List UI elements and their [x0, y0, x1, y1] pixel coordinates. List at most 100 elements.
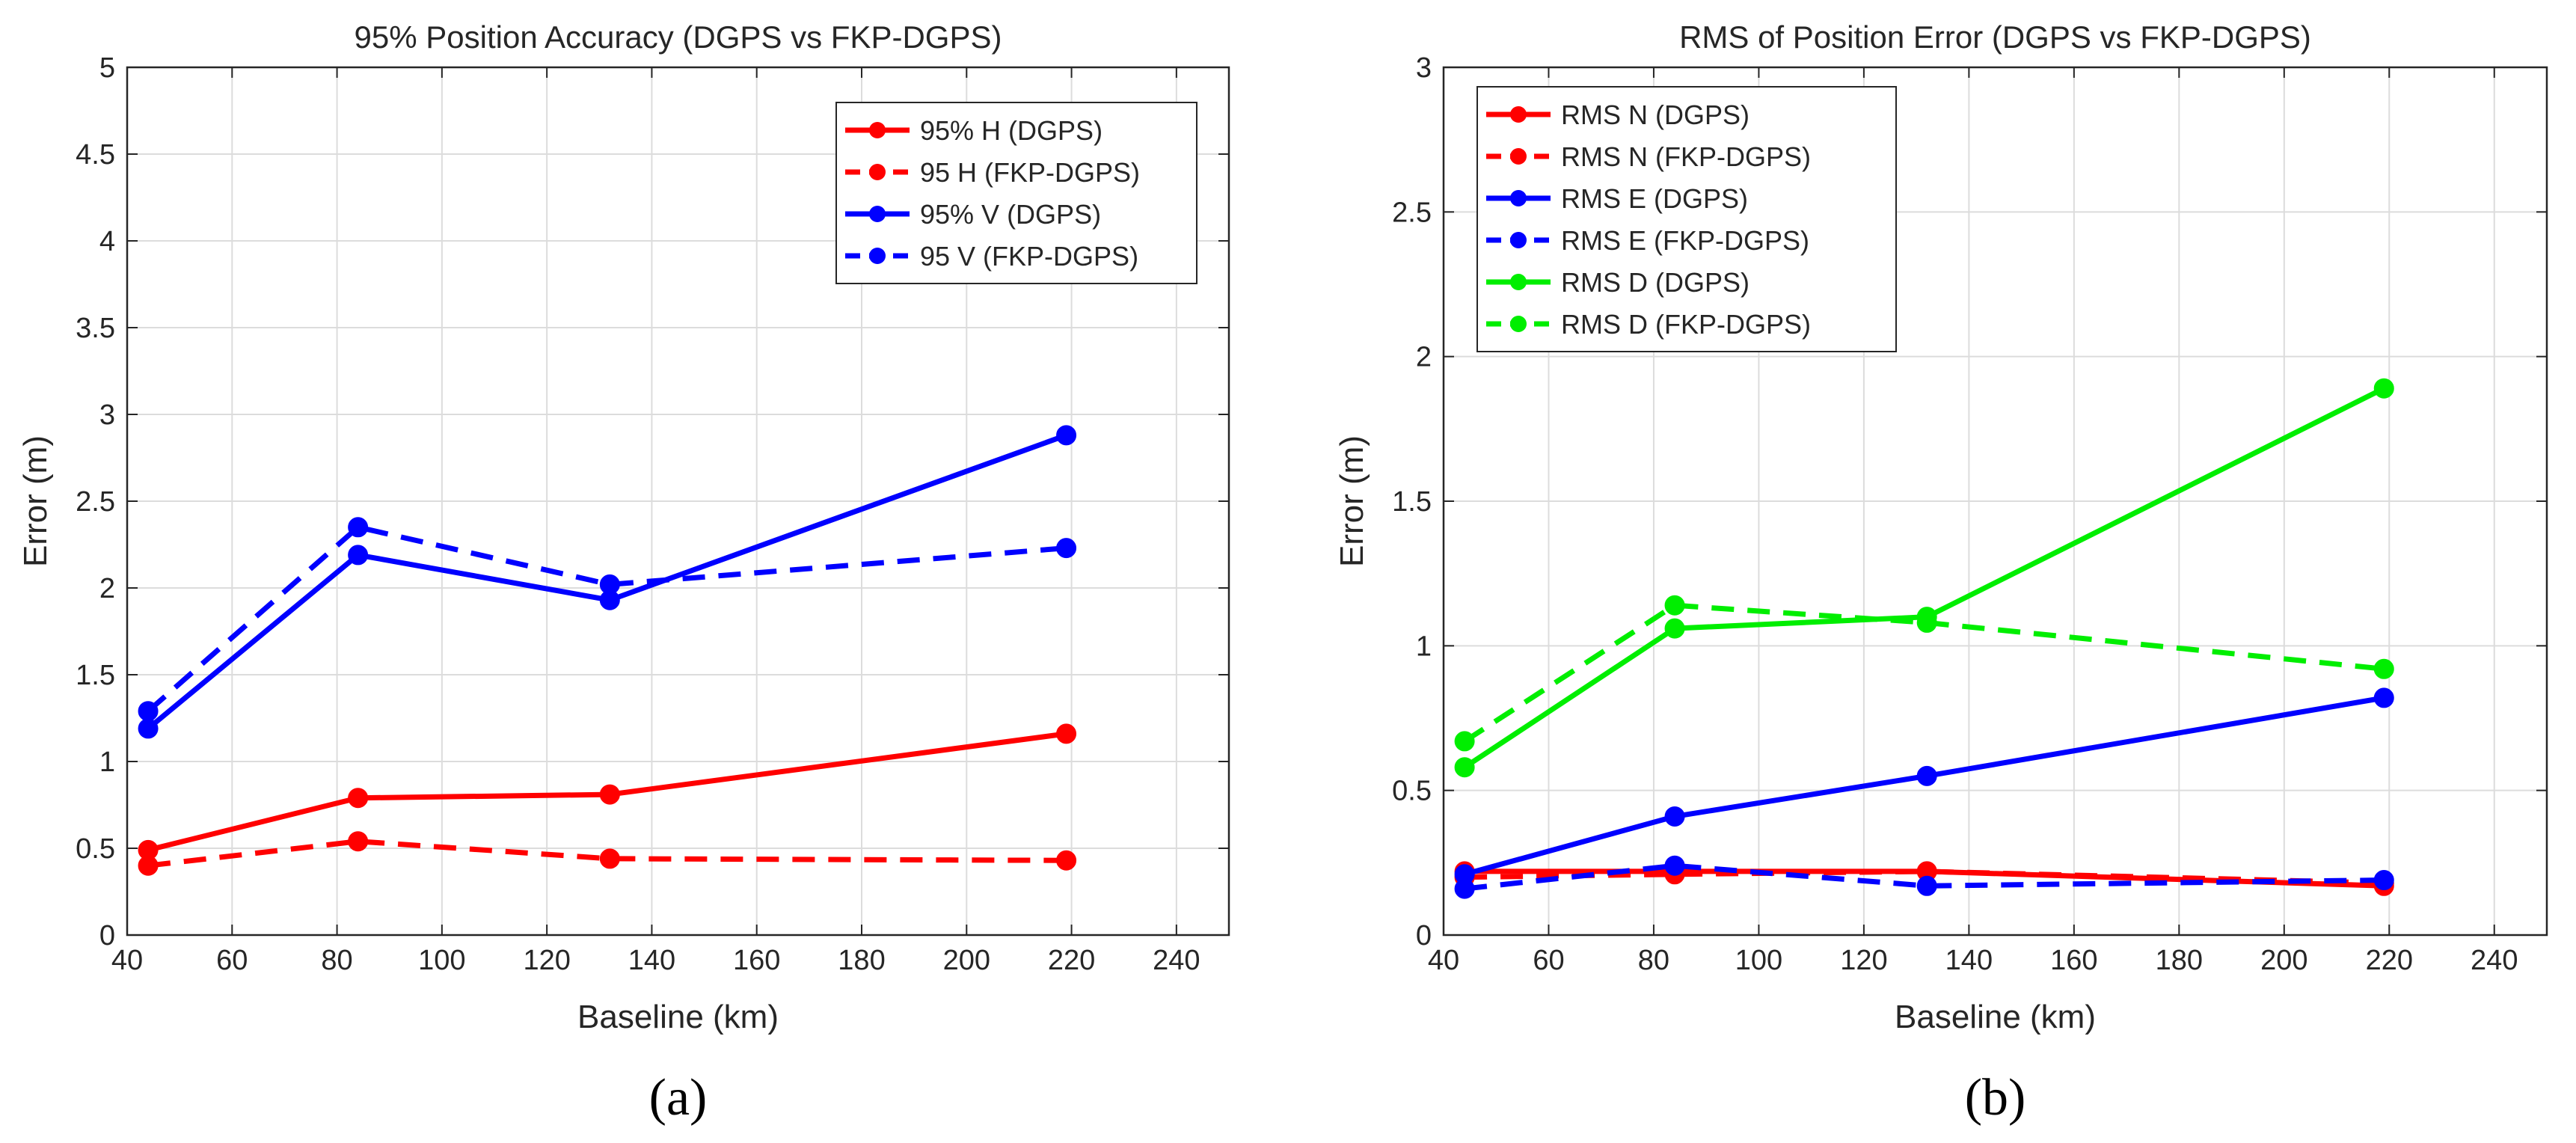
legend-marker [1510, 316, 1527, 332]
data-point [1056, 538, 1077, 559]
data-point [599, 574, 620, 595]
data-point [1916, 612, 1937, 633]
x-axis-label: Baseline (km) [577, 999, 779, 1035]
data-point [138, 718, 159, 739]
y-tick-label: 0.5 [1392, 776, 1432, 807]
x-tick-label: 220 [1048, 945, 1095, 976]
y-tick-label: 4 [99, 226, 115, 257]
x-tick-label: 220 [2366, 945, 2413, 976]
data-point [1056, 723, 1077, 744]
data-point [1454, 878, 1475, 899]
data-point [1454, 731, 1475, 752]
legend-marker [1510, 232, 1527, 248]
series-line-4 [146, 524, 1067, 714]
y-axis-label: Error (m) [1334, 435, 1370, 567]
legend-marker [1510, 106, 1527, 123]
series-line-3 [1464, 695, 2385, 877]
x-tick-label: 160 [733, 945, 780, 976]
series-line-3 [146, 432, 1067, 731]
data-point [1454, 757, 1475, 778]
x-tick-label: 140 [628, 945, 675, 976]
x-axis-label: Baseline (km) [1895, 999, 2096, 1035]
y-tick-label: 1.5 [76, 660, 115, 691]
legend-label-4: RMS E (FKP-DGPS) [1561, 225, 1809, 256]
data-point [348, 788, 369, 809]
legend-label-1: RMS N (DGPS) [1561, 99, 1749, 130]
series-line-2 [147, 839, 1067, 868]
x-tick-label: 160 [2050, 945, 2097, 976]
x-tick-label: 140 [1945, 945, 1993, 976]
data-point [138, 701, 159, 722]
y-tick-label: 0 [1416, 920, 1432, 952]
panel-caption: (b) [1965, 1069, 2026, 1127]
legend-marker [869, 206, 886, 222]
series-line-5 [1463, 386, 2385, 770]
legend-label-4: 95 V (FKP-DGPS) [920, 241, 1138, 272]
legend-label-5: RMS D (DGPS) [1561, 267, 1749, 298]
data-point [1056, 850, 1077, 871]
data-point [1916, 765, 1937, 786]
x-tick-label: 80 [321, 945, 352, 976]
legend-marker [1510, 190, 1527, 206]
y-tick-label: 5 [99, 52, 115, 84]
data-point [348, 517, 369, 538]
y-tick-label: 2 [99, 573, 115, 604]
y-tick-label: 2.5 [76, 486, 115, 518]
y-tick-label: 3 [1416, 52, 1432, 84]
data-point [348, 831, 369, 852]
data-point [1664, 618, 1685, 639]
y-tick-label: 0.5 [76, 833, 115, 865]
x-tick-label: 60 [1533, 945, 1564, 976]
y-tick-label: 4.5 [76, 139, 115, 171]
legend-label-3: 95% V (DGPS) [920, 199, 1101, 230]
legend-marker [869, 122, 886, 138]
data-point [599, 848, 620, 869]
data-point [348, 545, 369, 566]
chart-title: RMS of Position Error (DGPS vs FKP-DGPS) [1679, 19, 2311, 55]
legend-label-2: 95 H (FKP-DGPS) [920, 157, 1140, 188]
data-point [1664, 806, 1685, 827]
data-point [1664, 595, 1685, 616]
y-tick-label: 2.5 [1392, 197, 1432, 228]
data-point [599, 784, 620, 805]
series-line-4 [1464, 862, 2385, 892]
x-tick-label: 200 [2260, 945, 2307, 976]
x-tick-label: 120 [1840, 945, 1887, 976]
chart-panel-2: 40 60 80 100 120 140 160 180 200 220 240 0 0.5 1 1.5 2 2… [1334, 19, 2548, 1127]
series-line-2 [1465, 868, 2385, 886]
legend: 95% H (DGPS) 95 H (FKP-DGPS) 95% V (DGPS) 9… [835, 102, 1197, 284]
data-point [2373, 378, 2394, 399]
data-point [2373, 658, 2394, 679]
legend-label-1: 95% H (DGPS) [920, 115, 1103, 146]
legend-label-3: RMS E (DGPS) [1561, 183, 1748, 214]
x-tick-label: 180 [838, 945, 885, 976]
series-line-1 [147, 731, 1067, 853]
x-tick-label: 120 [523, 945, 570, 976]
y-tick-label: 0 [99, 920, 115, 952]
legend-box [1476, 86, 1897, 352]
legend-marker [869, 164, 886, 180]
data-point [138, 855, 159, 876]
data-point [2373, 687, 2394, 708]
x-tick-label: 180 [2156, 945, 2203, 976]
y-tick-label: 1.5 [1392, 486, 1432, 518]
chart-panel-1: 40 60 80 100 120 140 160 180 200 220 240 0 0.5 1 1.5 2 2… [17, 19, 1230, 1127]
legend-marker [1510, 274, 1527, 290]
x-tick-label: 240 [1153, 945, 1200, 976]
legend-marker [1510, 148, 1527, 165]
y-tick-label: 2 [1416, 342, 1432, 373]
y-tick-label: 3.5 [76, 313, 115, 344]
x-tick-label: 40 [111, 945, 143, 976]
legend: RMS N (DGPS) RMS N (FKP-DGPS) RMS E (DGPS)… [1476, 86, 1897, 352]
legend-label-6: RMS D (FKP-DGPS) [1561, 309, 1811, 340]
x-tick-label: 60 [216, 945, 248, 976]
data-point [1056, 425, 1077, 446]
y-tick-label: 1 [99, 747, 115, 778]
legend-label-2: RMS N (FKP-DGPS) [1561, 141, 1811, 172]
y-tick-label: 1 [1416, 631, 1432, 662]
y-axis-label: Error (m) [17, 435, 54, 567]
chart-title: 95% Position Accuracy (DGPS vs FKP-DGPS) [355, 19, 1002, 55]
x-tick-label: 80 [1638, 945, 1669, 976]
legend-marker [869, 248, 886, 264]
